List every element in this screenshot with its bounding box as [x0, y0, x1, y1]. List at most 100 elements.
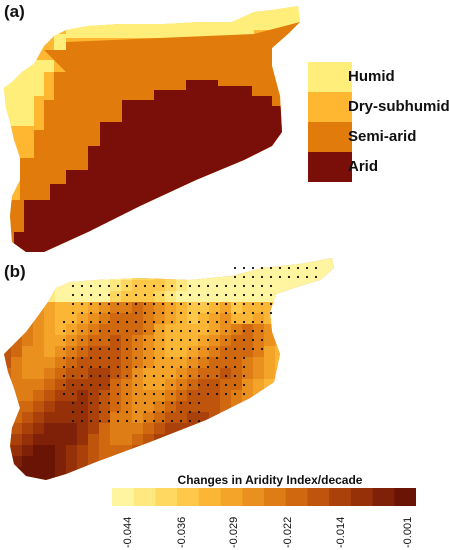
trend-cell — [99, 390, 110, 401]
trend-cell — [165, 357, 176, 368]
trend-cell — [176, 313, 187, 324]
trend-cell — [88, 258, 99, 269]
significance-dot — [188, 302, 192, 306]
significance-dot — [296, 275, 300, 279]
significance-dot — [242, 392, 246, 396]
trend-cell — [4, 478, 11, 480]
trend-cell — [143, 390, 154, 401]
trend-cell — [297, 434, 308, 445]
significance-dot — [233, 347, 237, 351]
significance-dot — [125, 374, 129, 378]
trend-cell — [132, 335, 143, 346]
significance-dot — [116, 302, 120, 306]
trend-cell — [231, 280, 242, 291]
trend-cell — [4, 313, 11, 324]
significance-dot — [224, 311, 228, 315]
trend-cell — [66, 269, 77, 280]
trend-cell — [176, 368, 187, 379]
significance-dot — [224, 302, 228, 306]
trend-cell — [4, 280, 11, 291]
significance-dot — [125, 311, 129, 315]
trend-cell — [143, 445, 154, 456]
trend-cell — [264, 346, 275, 357]
trend-cell — [330, 269, 334, 280]
significance-dot — [170, 320, 174, 324]
trend-cell — [176, 445, 187, 456]
trend-cell — [297, 390, 308, 401]
significance-dot — [71, 293, 75, 297]
legend-swatch — [308, 92, 352, 122]
trend-cell — [286, 269, 297, 280]
trend-cell — [209, 390, 220, 401]
trend-cell — [22, 269, 33, 280]
significance-dot — [224, 356, 228, 360]
trend-cell — [121, 412, 132, 423]
significance-dot — [242, 266, 246, 270]
significance-dot — [242, 329, 246, 333]
aridity-class-legend: Humid Dry-subhumid Semi-arid Arid — [308, 62, 449, 182]
significance-dot — [242, 284, 246, 288]
trend-cell — [297, 456, 308, 467]
significance-dot — [116, 329, 120, 333]
significance-dot — [197, 302, 201, 306]
significance-dot — [98, 356, 102, 360]
significance-dot — [242, 293, 246, 297]
significance-dot — [179, 356, 183, 360]
significance-dot — [206, 320, 210, 324]
trend-cell — [231, 379, 242, 390]
trend-cell — [132, 412, 143, 423]
colorbar-segment — [242, 488, 265, 506]
significance-dot — [62, 338, 66, 342]
trend-cell — [231, 401, 242, 412]
trend-cell — [33, 269, 44, 280]
significance-dot — [269, 275, 273, 279]
significance-dot — [71, 302, 75, 306]
trend-cell — [44, 302, 55, 313]
significance-dot — [206, 383, 210, 387]
trend-cell — [209, 412, 220, 423]
trend-cell — [253, 456, 264, 467]
significance-dot — [242, 356, 246, 360]
trend-cell — [132, 302, 143, 313]
significance-dot — [134, 374, 138, 378]
trend-cell — [11, 346, 22, 357]
significance-dot — [305, 266, 309, 270]
significance-dot — [116, 365, 120, 369]
significance-dot — [260, 266, 264, 270]
trend-cell — [66, 467, 77, 478]
significance-dot — [71, 365, 75, 369]
trend-cell — [11, 291, 22, 302]
trend-cell — [198, 291, 209, 302]
trend-cell — [22, 258, 33, 269]
significance-dot — [197, 338, 201, 342]
trend-cell — [11, 357, 22, 368]
trend-cell — [198, 324, 209, 335]
significance-dot — [251, 338, 255, 342]
trend-cell — [121, 401, 132, 412]
trend-cell — [11, 423, 22, 434]
trend-cell — [22, 401, 33, 412]
significance-dot — [188, 338, 192, 342]
trend-cell — [55, 445, 66, 456]
trend-cell — [165, 412, 176, 423]
significance-dot — [98, 419, 102, 423]
significance-dot — [71, 410, 75, 414]
significance-dot — [116, 419, 120, 423]
trend-cell — [77, 456, 88, 467]
significance-dot — [161, 329, 165, 333]
trend-cell — [11, 302, 22, 313]
trend-cell — [44, 456, 55, 467]
trend-cell — [308, 269, 319, 280]
trend-cell — [110, 368, 121, 379]
trend-cell — [187, 280, 198, 291]
trend-cell — [198, 456, 209, 467]
significance-dot — [125, 365, 129, 369]
trend-cell — [55, 401, 66, 412]
trend-cell — [33, 335, 44, 346]
significance-dot — [242, 311, 246, 315]
trend-cell — [308, 258, 319, 269]
significance-dot — [224, 365, 228, 369]
trend-cell — [286, 324, 297, 335]
trend-cell — [253, 302, 264, 313]
significance-dot — [134, 338, 138, 342]
